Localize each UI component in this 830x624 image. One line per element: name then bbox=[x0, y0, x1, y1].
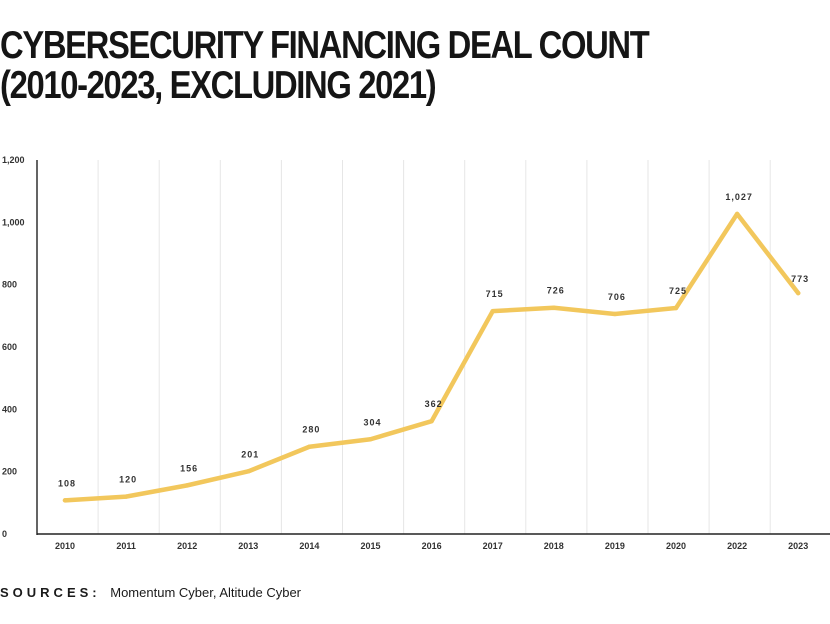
x-tick-label: 2022 bbox=[727, 541, 747, 551]
chart-title: CYBERSECURITY FINANCING DEAL COUNT (2010… bbox=[0, 24, 650, 107]
data-point bbox=[734, 211, 740, 217]
x-tick-label: 2016 bbox=[422, 541, 442, 551]
y-tick-label: 0 bbox=[2, 529, 7, 539]
data-label: 715 bbox=[486, 289, 504, 299]
data-point bbox=[246, 469, 251, 474]
data-point bbox=[429, 418, 434, 424]
data-label: 773 bbox=[791, 274, 809, 284]
x-tick-label: 2019 bbox=[605, 541, 625, 551]
x-tick-label: 2023 bbox=[788, 541, 808, 551]
data-label: 156 bbox=[180, 463, 198, 473]
chart-title-line-1: CYBERSECURITY FINANCING DEAL COUNT bbox=[0, 24, 650, 67]
data-label: 280 bbox=[302, 425, 320, 435]
y-tick-label: 1,200 bbox=[2, 155, 25, 165]
y-tick-label: 600 bbox=[2, 342, 17, 352]
x-tick-label: 2017 bbox=[483, 541, 503, 551]
data-point bbox=[368, 437, 373, 442]
data-point bbox=[612, 311, 618, 317]
data-labels: 108 120 156 201 280 304 362 715 726 706 725 1,027 77… bbox=[58, 192, 809, 488]
data-label: 304 bbox=[363, 417, 381, 427]
data-point bbox=[62, 498, 68, 503]
y-tick-label: 200 bbox=[2, 467, 17, 477]
data-point bbox=[490, 308, 495, 314]
data-label: 108 bbox=[58, 478, 76, 488]
x-tick-label: 2012 bbox=[177, 541, 197, 551]
data-label: 725 bbox=[669, 286, 687, 296]
series bbox=[62, 211, 801, 503]
x-tick-label: 2011 bbox=[116, 541, 136, 551]
x-tick-label: 2018 bbox=[544, 541, 564, 551]
y-tick-label: 400 bbox=[2, 404, 17, 414]
data-label: 706 bbox=[608, 292, 626, 302]
sources-label: SOURCES: bbox=[0, 585, 101, 600]
chart-title-line-2: (2010-2023, EXCLUDING 2021) bbox=[0, 64, 437, 107]
data-point bbox=[185, 483, 190, 488]
data-label: 120 bbox=[119, 475, 137, 485]
x-tick-label: 2020 bbox=[666, 541, 686, 551]
data-point bbox=[673, 305, 679, 311]
x-tick-label: 2014 bbox=[299, 541, 319, 551]
data-point bbox=[123, 494, 129, 499]
data-label: 726 bbox=[547, 286, 565, 296]
y-axis-ticks: 0 200 400 600 800 1,000 1,200 bbox=[2, 155, 25, 539]
x-axis-ticks: 2010 2011 2012 2013 2014 2015 2016 2017 2018 2019… bbox=[55, 541, 808, 551]
x-tick-label: 2015 bbox=[360, 541, 380, 551]
sources-note: SOURCES: Momentum Cyber, Altitude Cyber bbox=[0, 585, 301, 600]
data-label: 1,027 bbox=[725, 192, 753, 202]
data-point bbox=[551, 305, 556, 310]
x-tick-label: 2013 bbox=[238, 541, 258, 551]
data-label: 362 bbox=[425, 399, 443, 409]
axes bbox=[36, 160, 830, 535]
data-label: 201 bbox=[241, 449, 259, 459]
gridlines bbox=[36, 160, 771, 534]
sources-text: Momentum Cyber, Altitude Cyber bbox=[110, 585, 301, 600]
series-line-deal-count bbox=[62, 211, 801, 503]
y-tick-label: 1,000 bbox=[2, 217, 25, 227]
data-point bbox=[307, 444, 312, 449]
data-point bbox=[796, 290, 801, 296]
y-tick-label: 800 bbox=[2, 280, 17, 290]
x-tick-label: 2010 bbox=[55, 541, 75, 551]
